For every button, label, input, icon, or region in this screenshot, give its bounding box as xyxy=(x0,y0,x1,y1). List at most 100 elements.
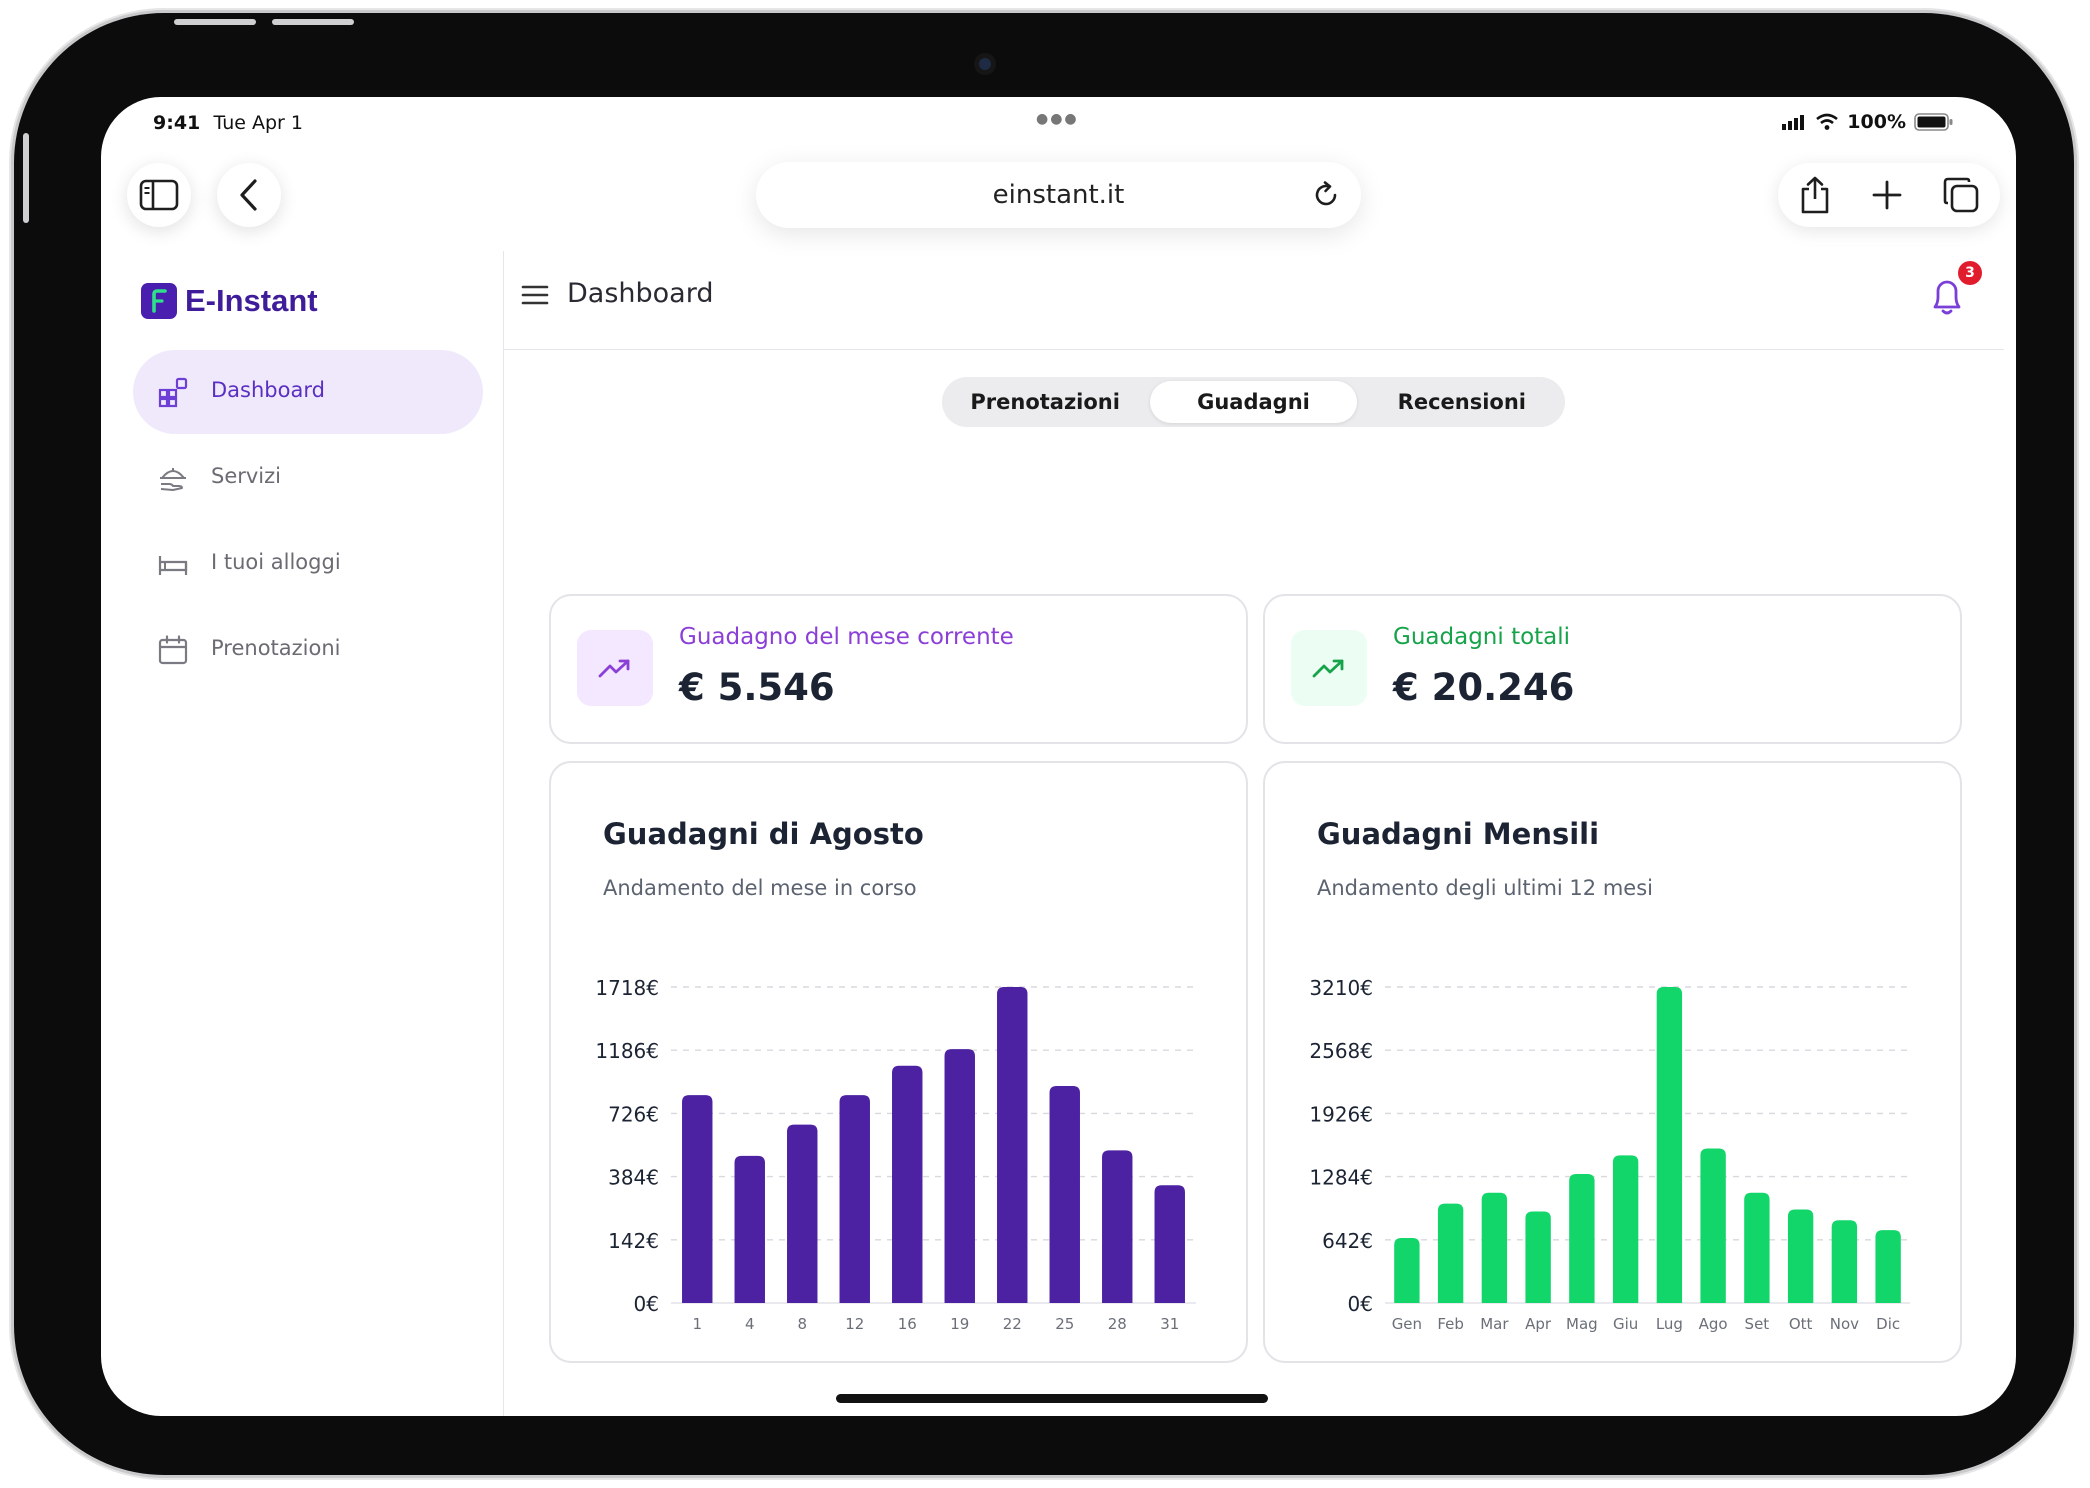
multitask-dots-icon[interactable]: ●●● xyxy=(1036,111,1079,127)
x-tick-label: 1 xyxy=(692,1315,702,1333)
sidebar-item-label: I tuoi alloggi xyxy=(211,550,341,574)
sidebar-item-dashboard[interactable]: Dashboard xyxy=(133,350,483,434)
chart-title: Guadagni Mensili xyxy=(1317,817,1600,851)
sidebar-item-label: Dashboard xyxy=(211,378,325,402)
brand-logo-icon xyxy=(141,283,177,319)
hamburger-menu-icon[interactable] xyxy=(521,283,549,307)
bar[interactable] xyxy=(1700,1148,1726,1303)
services-icon xyxy=(159,468,187,491)
signal-icon xyxy=(1782,115,1805,130)
bar[interactable] xyxy=(1831,1220,1858,1303)
y-tick-label: 726€ xyxy=(608,1102,659,1126)
address-bar[interactable]: einstant.it xyxy=(756,162,1361,228)
bed-icon xyxy=(158,556,188,575)
bar[interactable] xyxy=(787,1124,818,1303)
share-icon[interactable] xyxy=(1798,175,1832,215)
tab-prenotazioni[interactable]: Prenotazioni xyxy=(970,390,1120,414)
bar[interactable] xyxy=(892,1065,923,1303)
x-tick-label: 4 xyxy=(745,1315,755,1333)
chart-title: Guadagni di Agosto xyxy=(603,817,924,851)
sidebar-item-alloggi[interactable]: I tuoi alloggi xyxy=(133,522,483,606)
y-tick-label: 0€ xyxy=(1348,1292,1373,1316)
x-tick-label: Set xyxy=(1745,1315,1770,1333)
bar[interactable] xyxy=(1569,1174,1595,1303)
x-tick-label: 8 xyxy=(797,1315,807,1333)
x-tick-label: 28 xyxy=(1108,1315,1127,1333)
x-tick-label: 19 xyxy=(950,1315,969,1333)
bar[interactable] xyxy=(1102,1150,1133,1303)
trend-up-icon xyxy=(1291,630,1367,706)
y-tick-label: 3210€ xyxy=(1309,976,1373,1000)
app-sidebar: E-Instant Dashboard Servizi I tuoi allog… xyxy=(101,251,504,1416)
x-tick-label: Dic xyxy=(1876,1315,1900,1333)
url-text: einstant.it xyxy=(992,180,1125,210)
kpi-label: Guadagno del mese corrente xyxy=(679,624,1014,650)
browser-toolbar: einstant.it xyxy=(101,157,2016,237)
kpi-card-total: Guadagni totali € 20.246 xyxy=(1263,594,1962,744)
x-tick-label: Apr xyxy=(1525,1315,1552,1333)
screen: 9:41 Tue Apr 1 ●●● 100% einstant.it xyxy=(101,97,2016,1416)
trend-up-icon xyxy=(577,630,653,706)
y-tick-label: 384€ xyxy=(608,1166,659,1190)
battery-percent: 100% xyxy=(1847,111,1906,133)
bar[interactable] xyxy=(1481,1192,1508,1303)
y-tick-label: 1926€ xyxy=(1309,1102,1373,1126)
sidebar-item-label: Servizi xyxy=(211,464,282,488)
tab-bar: Prenotazioni Guadagni Recensioni xyxy=(942,377,1565,427)
bar[interactable] xyxy=(1875,1230,1901,1303)
y-tick-label: 142€ xyxy=(608,1229,659,1253)
bar[interactable] xyxy=(682,1095,713,1303)
sidebar-item-servizi[interactable]: Servizi xyxy=(133,436,483,520)
y-tick-label: 1186€ xyxy=(595,1039,659,1063)
home-indicator xyxy=(836,1394,1268,1403)
status-bar: 9:41 Tue Apr 1 ●●● 100% xyxy=(101,97,2016,147)
notification-bell-icon[interactable] xyxy=(1927,275,1967,319)
bar[interactable] xyxy=(1394,1238,1420,1303)
x-tick-label: 22 xyxy=(1003,1315,1022,1333)
bar[interactable] xyxy=(1612,1155,1639,1303)
page-title: Dashboard xyxy=(567,278,714,309)
x-tick-label: 25 xyxy=(1055,1315,1074,1333)
x-tick-label: Mag xyxy=(1566,1315,1598,1333)
x-tick-label: Lug xyxy=(1656,1315,1683,1333)
bar[interactable] xyxy=(839,1095,870,1303)
kpi-value: € 20.246 xyxy=(1393,666,1575,709)
back-button[interactable] xyxy=(217,163,281,227)
bar[interactable] xyxy=(1437,1203,1464,1303)
notification-badge: 3 xyxy=(1958,261,1982,285)
bar[interactable] xyxy=(997,987,1028,1303)
x-tick-label: 12 xyxy=(845,1315,864,1333)
chart-subtitle: Andamento del mese in corso xyxy=(603,876,917,900)
sidebar-toggle-icon xyxy=(139,179,179,211)
y-tick-label: 1718€ xyxy=(595,976,659,1000)
kpi-value: € 5.546 xyxy=(679,666,835,709)
sidebar-item-label: Prenotazioni xyxy=(211,636,341,660)
power-button xyxy=(23,133,29,223)
chart-card-august: Guadagni di Agosto Andamento del mese in… xyxy=(549,761,1248,1363)
bar[interactable] xyxy=(1525,1211,1551,1303)
volume-button xyxy=(174,19,256,25)
new-tab-icon[interactable] xyxy=(1871,179,1903,211)
bar[interactable] xyxy=(1744,1192,1770,1303)
tab-guadagni[interactable]: Guadagni xyxy=(1150,381,1357,423)
x-tick-label: Ago xyxy=(1699,1315,1728,1333)
bar[interactable] xyxy=(1049,1085,1080,1303)
brand-logo[interactable]: E-Instant xyxy=(141,283,318,319)
tabs-overview-icon[interactable] xyxy=(1942,176,1980,214)
bar[interactable] xyxy=(1154,1185,1185,1303)
bar[interactable] xyxy=(944,1049,975,1303)
sidebar-item-prenotazioni[interactable]: Prenotazioni xyxy=(133,608,483,692)
battery-icon xyxy=(1914,113,1953,131)
y-tick-label: 1284€ xyxy=(1309,1166,1373,1190)
wifi-icon xyxy=(1816,113,1839,130)
x-tick-label: Ott xyxy=(1789,1315,1813,1333)
sidebar-toggle-button[interactable] xyxy=(127,163,191,227)
reload-icon[interactable] xyxy=(1311,180,1341,210)
bar[interactable] xyxy=(1787,1209,1814,1303)
volume-button xyxy=(272,19,354,25)
chart-subtitle: Andamento degli ultimi 12 mesi xyxy=(1317,876,1653,900)
tab-recensioni[interactable]: Recensioni xyxy=(1397,390,1526,414)
x-tick-label: Nov xyxy=(1830,1315,1859,1333)
bar[interactable] xyxy=(734,1155,765,1303)
bar[interactable] xyxy=(1656,987,1683,1303)
